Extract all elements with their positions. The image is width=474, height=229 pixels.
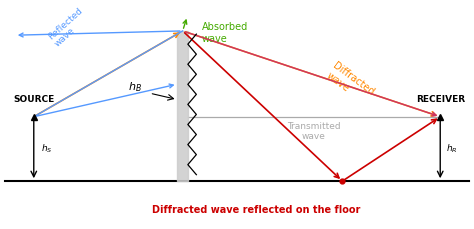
Text: Reflected
wave: Reflected wave [46, 6, 91, 49]
Text: $h_S$: $h_S$ [41, 143, 53, 155]
Text: SOURCE: SOURCE [13, 95, 55, 104]
Text: $h_B$: $h_B$ [128, 80, 142, 94]
Text: RECEIVER: RECEIVER [416, 95, 465, 104]
Bar [177, 31, 188, 181]
Text: Diffracted
wave: Diffracted wave [324, 61, 376, 107]
Text: Diffracted wave reflected on the floor: Diffracted wave reflected on the floor [152, 205, 360, 215]
Text: Transmitted
wave: Transmitted wave [287, 122, 341, 142]
Text: Absorbed
wave: Absorbed wave [201, 22, 248, 44]
Text: $h_R$: $h_R$ [446, 143, 457, 155]
